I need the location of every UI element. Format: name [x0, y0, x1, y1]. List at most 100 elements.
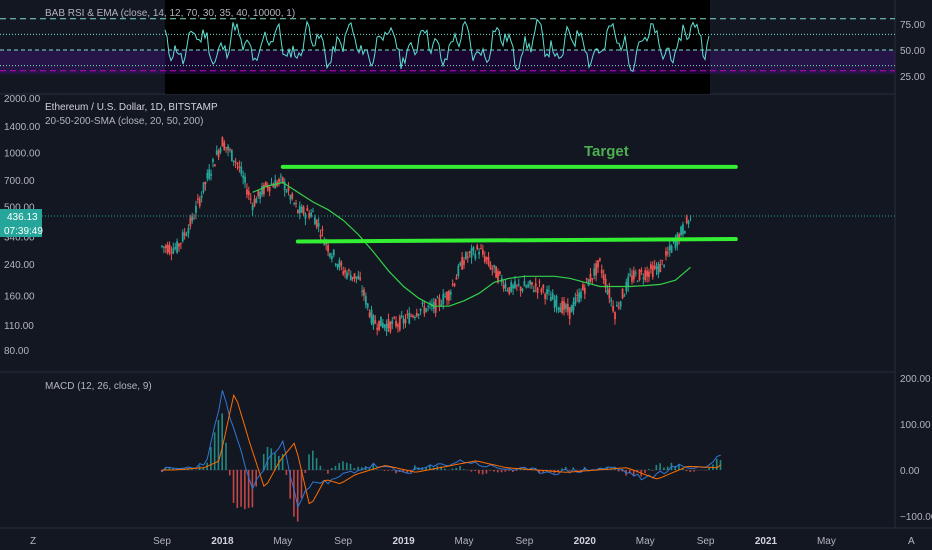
price-tick-label: 700.00 [4, 176, 35, 187]
candle-body [355, 276, 358, 279]
candle-body [189, 217, 192, 227]
price-tick-label: 160.00 [4, 292, 35, 303]
macd-histogram-bar [266, 446, 269, 470]
macd-histogram-bar [255, 470, 257, 487]
candle-body [261, 186, 263, 195]
candle-body [242, 175, 245, 179]
candle-body [421, 302, 424, 304]
macd-histogram-bar [345, 462, 348, 470]
candle-body [202, 182, 205, 192]
candle-body [436, 297, 439, 299]
candle-body [472, 247, 475, 251]
candle-body [568, 307, 571, 319]
candle-body [463, 260, 465, 265]
rsi-panel[interactable]: BAB RSI & EMA (close, 14, 12, 70, 30, 35… [0, 0, 925, 94]
candle-body [230, 149, 233, 162]
candle-body [346, 272, 348, 279]
a-button[interactable]: A [908, 536, 915, 547]
candle-body [449, 291, 452, 295]
candle-body [529, 280, 531, 285]
macd-histogram-bar [481, 470, 484, 475]
candle-body [304, 214, 307, 219]
price-panel[interactable]: Ethereum / U.S. Dollar, 1D, BITSTAMP 20-… [0, 94, 895, 357]
macd-histogram-bar [402, 470, 405, 473]
macd-histogram-bar [247, 470, 250, 508]
macd-histogram-bar [293, 470, 295, 517]
candle-body [278, 178, 280, 183]
macd-tick-label: 0.00 [900, 466, 920, 477]
macd-histogram-bar [681, 468, 684, 470]
x-tick-label: 2018 [211, 536, 234, 547]
candle-body [440, 304, 443, 307]
candle-body [427, 305, 430, 307]
candle-body [206, 172, 209, 179]
macd-histogram-bar [485, 470, 488, 474]
candle-body [565, 304, 567, 309]
candle-body [608, 288, 611, 299]
macd-histogram-bar [304, 470, 307, 474]
candle-body [655, 266, 658, 270]
candle-body [221, 137, 224, 147]
candle-body [629, 273, 631, 276]
sma-subtitle: 20-50-200-SMA (close, 20, 50, 200) [45, 116, 203, 127]
candle-body [459, 262, 462, 266]
candle-body [347, 269, 350, 271]
candle-body [538, 281, 541, 283]
candle-body [600, 269, 603, 274]
macd-histogram-bar [666, 466, 669, 470]
candle-body [506, 290, 509, 292]
price-tick-label: 80.00 [4, 346, 29, 357]
candle-body [330, 256, 333, 260]
z-button[interactable]: Z [30, 536, 36, 547]
time-axis[interactable]: Sep 2018 May Sep 2019 May Sep 2020 May Sep 2021 May [153, 536, 836, 547]
candle-body [264, 181, 267, 187]
rsi-tick-label: 75.00 [900, 20, 925, 31]
candle-body [266, 185, 269, 189]
x-tick-label: May [273, 536, 292, 547]
candle-body [395, 320, 397, 327]
candle-body [425, 308, 428, 312]
candle-body [234, 161, 237, 163]
candle-body [168, 244, 171, 253]
candle-body [319, 234, 322, 238]
macd-panel[interactable]: MACD (12, 26, close, 9) 200.00 100.00 0.00… [45, 374, 932, 523]
macd-title: MACD (12, 26, close, 9) [45, 381, 152, 392]
macd-tick-label: −100.00 [900, 512, 932, 523]
candle-body [623, 295, 626, 297]
candle-body [315, 219, 318, 228]
macd-histogram-bar [678, 464, 680, 470]
target-annotation: Target [584, 143, 629, 160]
candle-body [249, 198, 252, 200]
macd-histogram-bar [500, 470, 503, 473]
support-line[interactable] [295, 237, 738, 244]
candle-body [515, 284, 518, 286]
candle-body [661, 260, 664, 262]
macd-histogram-bar [338, 463, 341, 470]
candle-body [597, 260, 599, 268]
macd-histogram-bar [289, 470, 291, 499]
candle-body [619, 301, 622, 307]
candle-body [674, 239, 677, 248]
candle-body [208, 169, 211, 179]
candle-body [451, 284, 454, 286]
macd-histogram-bar [315, 458, 318, 470]
candle-body [444, 296, 447, 298]
macd-histogram-bar [361, 467, 363, 470]
candle-body [665, 251, 667, 256]
macd-histogram-bar [164, 467, 167, 470]
candle-body [531, 281, 533, 286]
macd-histogram-bar [617, 470, 620, 472]
x-tick-label: Sep [334, 536, 352, 547]
x-tick-label: 2020 [574, 536, 597, 547]
candle-body [372, 315, 375, 326]
candle-body [310, 212, 313, 217]
candle-body [225, 147, 228, 149]
candle-body [442, 293, 445, 305]
candle-body [534, 283, 537, 287]
macd-line [161, 390, 721, 509]
candle-body [389, 321, 392, 332]
candle-body [280, 175, 282, 177]
candle-body [455, 277, 458, 280]
candle-body [549, 297, 552, 302]
